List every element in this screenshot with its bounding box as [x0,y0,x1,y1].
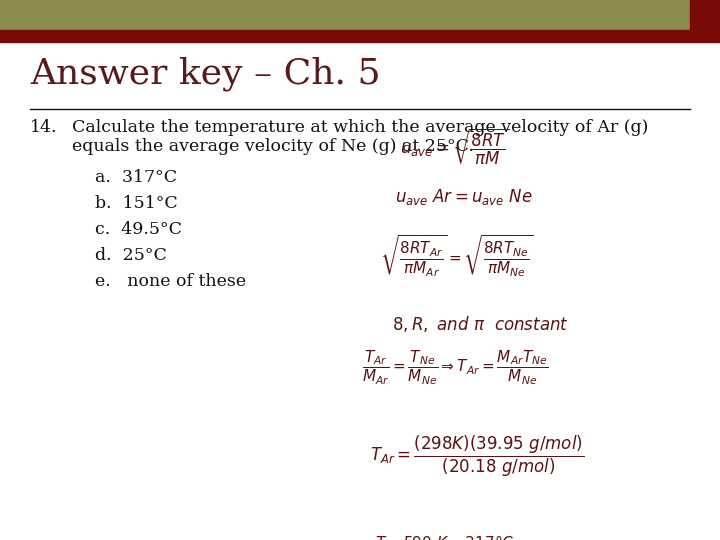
Bar [0,0,720,30]
Text: b.  151°C: b. 151°C [95,194,178,212]
Bar [0,30,720,42]
Text: $\sqrt{\dfrac{8RT_{Ar}}{\pi M_{Ar}}} = \sqrt{\dfrac{8RT_{Ne}}{\pi M_{Ne}}}$: $\sqrt{\dfrac{8RT_{Ar}}{\pi M_{Ar}}} = \… [380,234,534,279]
Text: $8, R,\ and\ \pi\ \ constant$: $8, R,\ and\ \pi\ \ constant$ [392,314,569,334]
Bar [690,0,720,30]
Text: 14.: 14. [30,119,58,136]
Text: equals the average velocity of Ne (g) at 25°C.: equals the average velocity of Ne (g) at… [72,138,474,154]
Text: Calculate the temperature at which the average velocity of Ar (g): Calculate the temperature at which the a… [72,119,649,136]
Text: e.   none of these: e. none of these [95,273,246,289]
Text: $u_{ave} = \sqrt{\dfrac{8RT}{\pi M}}$: $u_{ave} = \sqrt{\dfrac{8RT}{\pi M}}$ [400,126,509,167]
Text: $u_{ave}\ Ar = u_{ave}\ Ne$: $u_{ave}\ Ar = u_{ave}\ Ne$ [395,187,533,207]
Text: a.  317°C: a. 317°C [95,168,177,186]
Text: c.  49.5°C: c. 49.5°C [95,220,182,238]
Text: d.  25°C: d. 25°C [95,247,167,264]
Text: $T_{Ar} = \dfrac{(298K)(39.95\ g/mol)}{(20.18\ g/mol)}$: $T_{Ar} = \dfrac{(298K)(39.95\ g/mol)}{(… [370,434,584,479]
Text: $T = 590\ K = 317°C$: $T = 590\ K = 317°C$ [375,534,514,540]
Text: Answer key – Ch. 5: Answer key – Ch. 5 [30,57,381,91]
Text: $\dfrac{T_{Ar}}{M_{Ar}} = \dfrac{T_{Ne}}{M_{Ne}} \Rightarrow T_{Ar} = \dfrac{M_{: $\dfrac{T_{Ar}}{M_{Ar}} = \dfrac{T_{Ne}}… [362,349,549,387]
